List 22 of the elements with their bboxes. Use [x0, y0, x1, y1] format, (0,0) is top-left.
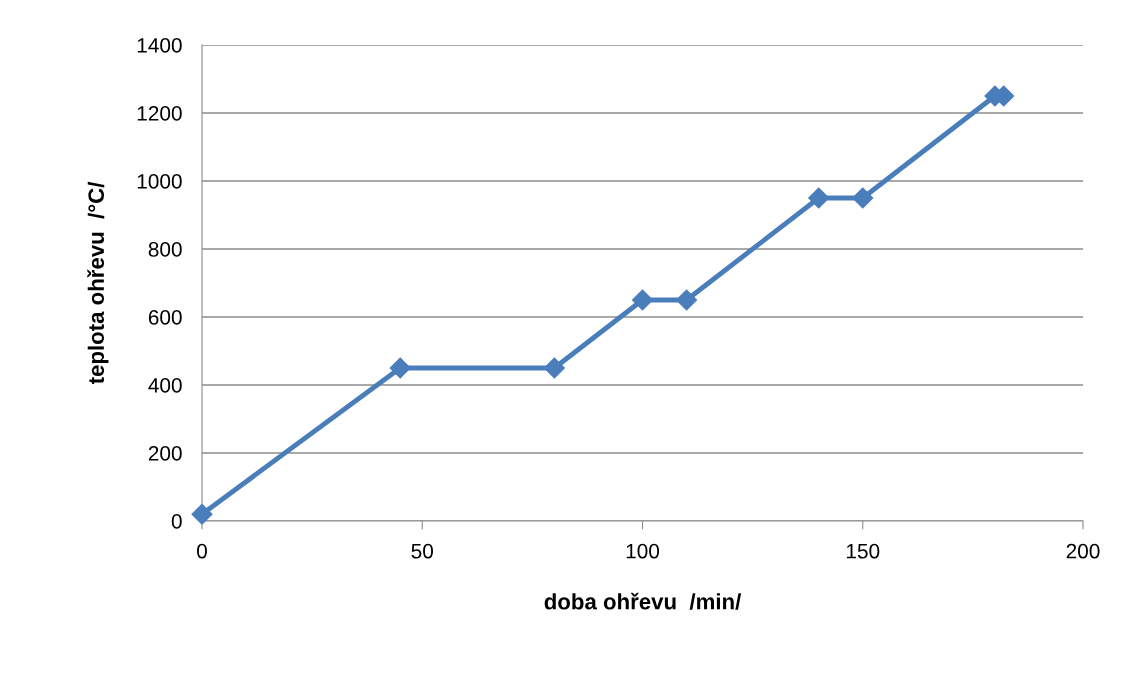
- y-tick-label: 1200: [137, 106, 182, 121]
- y-axis-title: teplota ohřevu /°C/: [87, 181, 109, 385]
- y-tick-label: 1400: [137, 38, 182, 53]
- x-tick-label: 0: [197, 543, 207, 559]
- point: [631, 289, 654, 311]
- x-tick-label: 100: [626, 543, 660, 559]
- x-tick-label: 200: [1066, 543, 1100, 559]
- point: [676, 289, 698, 311]
- y-tick-label: 800: [148, 242, 182, 257]
- x-axis-title: doba ohřevu /min/: [544, 592, 742, 610]
- point: [389, 357, 411, 379]
- y-tick-label: 400: [148, 378, 182, 393]
- y-tick-label: 1000: [137, 174, 182, 189]
- x-tick-label: 50: [411, 543, 434, 559]
- point: [808, 187, 830, 209]
- point: [852, 187, 874, 209]
- point: [191, 503, 213, 525]
- y-tick-label: 600: [148, 310, 182, 325]
- x-tick-label: 150: [846, 543, 880, 559]
- y-tick-label: 200: [148, 446, 182, 461]
- point: [543, 357, 565, 379]
- y-tick-label: 0: [171, 514, 182, 529]
